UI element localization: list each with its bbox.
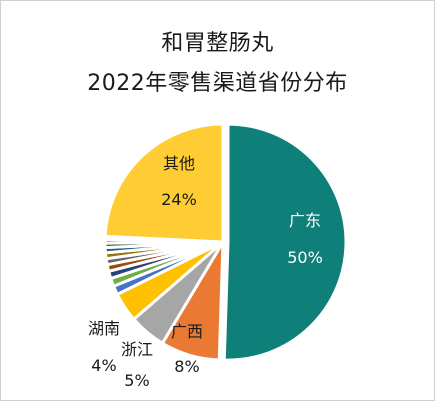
pie-slice-广东: [222, 122, 348, 362]
slice-label-广西: 广西: [171, 322, 203, 341]
slice-value-广东: 50%: [287, 248, 323, 267]
slice-value-广西: 8%: [174, 357, 199, 376]
slice-value-湖南: 4%: [91, 356, 116, 375]
chart-title-line-1: 和胃整肠丸: [161, 31, 274, 56]
slice-label-广东: 广东: [289, 211, 321, 230]
slice-value-浙江: 5%: [124, 371, 149, 390]
slice-value-其他: 24%: [161, 190, 197, 209]
chart-title-line-2: 2022年零售渠道省份分布: [87, 71, 348, 96]
pie-slice-其他: [103, 122, 225, 244]
slice-label-浙江: 浙江: [121, 340, 153, 359]
slice-label-湖南: 湖南: [88, 319, 120, 338]
slice-label-其他: 其他: [163, 154, 195, 173]
